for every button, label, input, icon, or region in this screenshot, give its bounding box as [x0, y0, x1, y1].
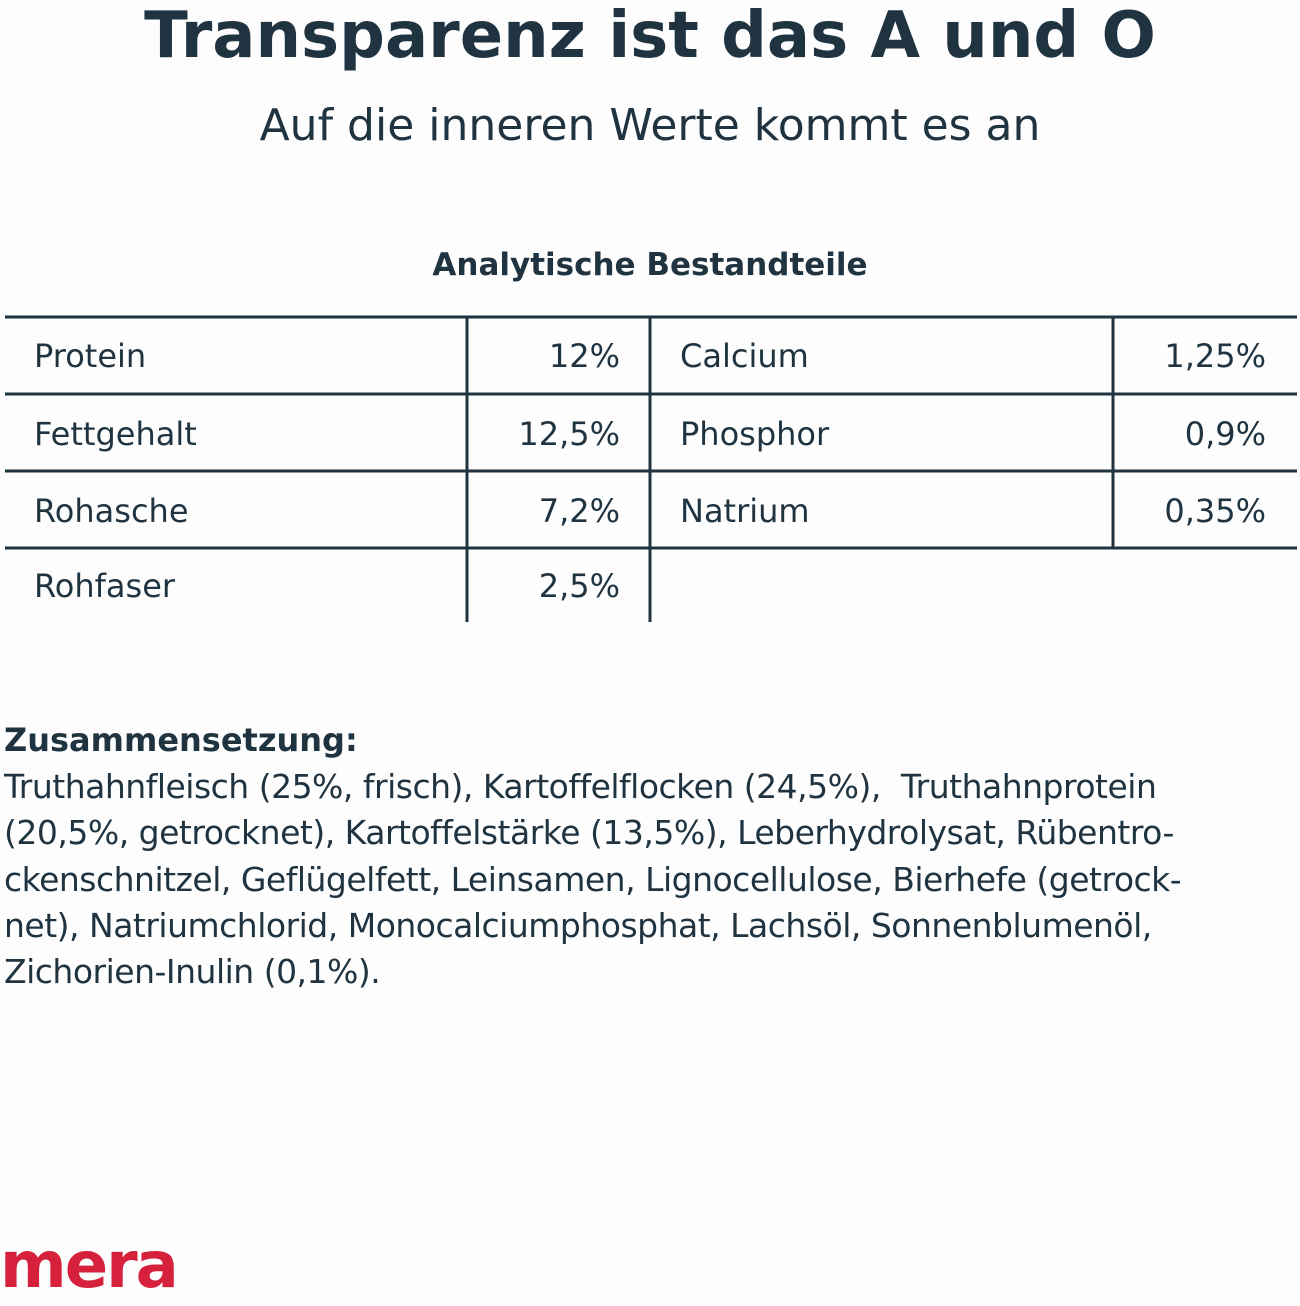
cell-label: Fettgehalt — [34, 415, 197, 453]
cell-value: 7,2% — [538, 492, 620, 530]
composition-line: (20,5%, getrocknet), Kartoffelstärke (13… — [4, 813, 1174, 853]
title: Transparenz ist das A und O — [144, 0, 1156, 73]
cell-value: 12% — [548, 337, 620, 375]
cell-label: Rohasche — [34, 492, 189, 530]
table-title: Analytische Bestandteile — [432, 247, 868, 283]
cell-value: 2,5% — [538, 567, 620, 605]
composition-line: ckenschnitzel, Geflügelfett, Leinsamen, … — [4, 859, 1182, 899]
subtitle: Auf die inneren Werte kommt es an — [259, 100, 1041, 151]
composition-title: Zusammensetzung: — [4, 721, 358, 759]
composition-line: Truthahnfleisch (25%, frisch), Kartoffel… — [4, 767, 1157, 806]
composition-line: net), Natriumchlorid, Monocalciumphospha… — [4, 905, 1152, 945]
cell-label: Phosphor — [680, 415, 830, 453]
cell-value: 0,9% — [1184, 415, 1266, 453]
cell-label: Protein — [34, 337, 147, 375]
cell-label: Calcium — [680, 337, 809, 375]
cell-value: 12,5% — [518, 415, 620, 453]
cell-label: Rohfaser — [34, 567, 176, 605]
cell-value: 0,35% — [1164, 492, 1266, 530]
brand-logo: mera — [0, 1229, 179, 1303]
composition-line: Zichorien-Inulin (0,1%). — [4, 952, 381, 992]
cell-value: 1,25% — [1164, 337, 1266, 375]
cell-label: Natrium — [680, 492, 810, 530]
